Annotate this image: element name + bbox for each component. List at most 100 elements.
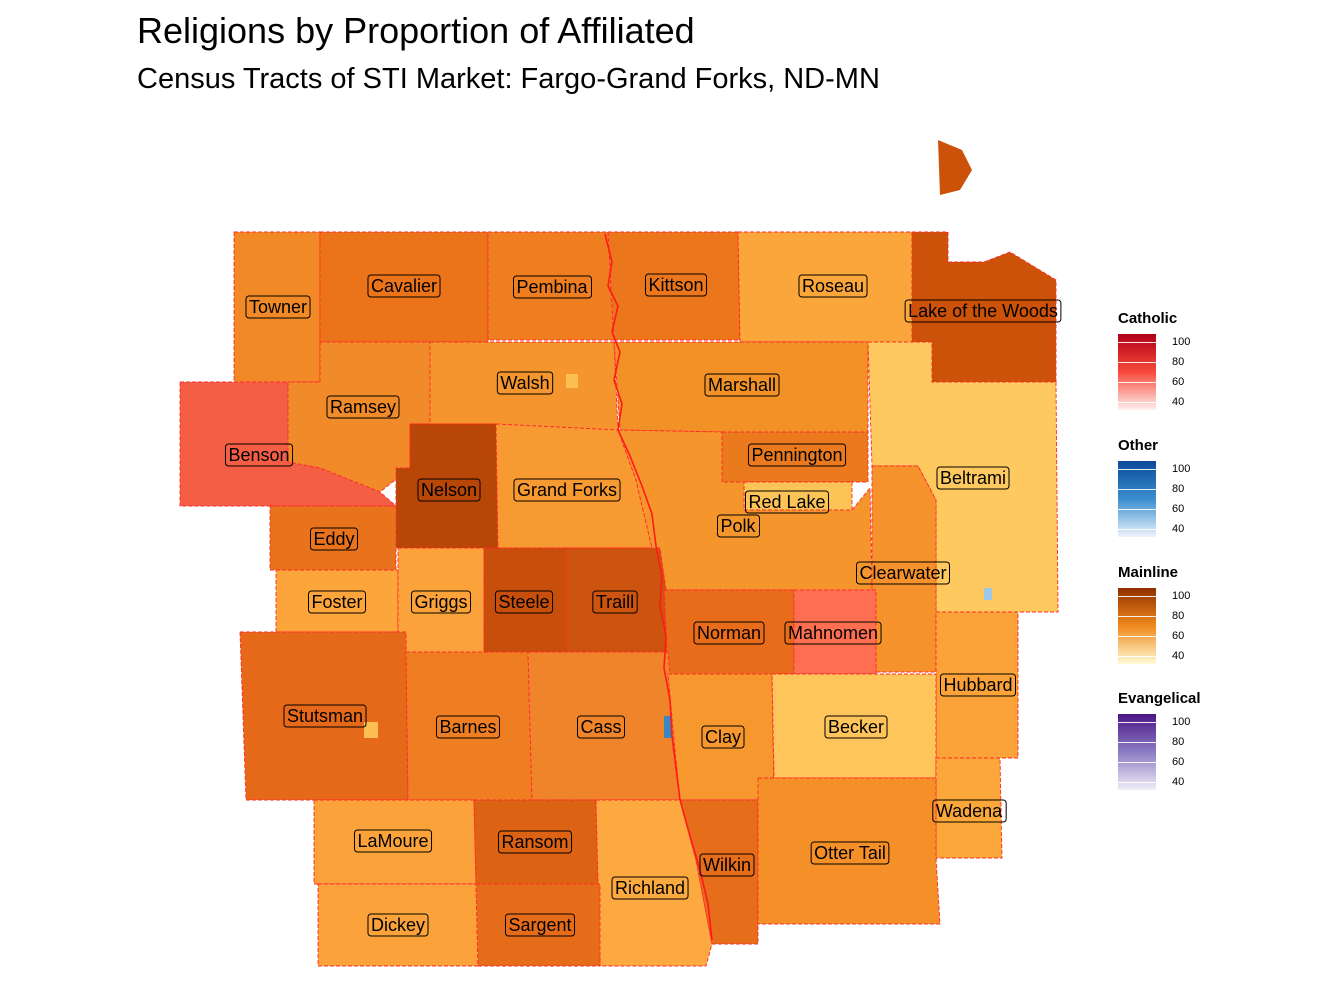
svg-text:Wadena: Wadena: [936, 801, 1003, 821]
label-towner: Towner: [245, 295, 311, 319]
legend-tick-mark: [1118, 342, 1156, 343]
legend-tick-label: 80: [1172, 736, 1185, 748]
svg-text:Steele: Steele: [498, 592, 549, 612]
label-otter-tail: Otter Tail: [810, 841, 890, 865]
label-lake-of-the-woods: Lake of the Woods: [904, 299, 1062, 323]
legend-tick-label: 40: [1172, 523, 1185, 535]
legend-tick-label: 60: [1172, 756, 1185, 768]
county-stutsman: [239, 631, 409, 801]
svg-text:Hubbard: Hubbard: [943, 675, 1012, 695]
county-clearwater: [871, 465, 937, 673]
county-lamoure: [313, 799, 477, 885]
svg-text:Traill: Traill: [596, 592, 634, 612]
legend-tick-mark: [1118, 362, 1156, 363]
svg-text:Red Lake: Red Lake: [748, 492, 825, 512]
county-kittson: [607, 231, 741, 341]
legend-tick-mark: [1118, 616, 1156, 617]
legend-tick-label: 40: [1172, 776, 1185, 788]
legend-colorbar: [1118, 334, 1156, 410]
svg-text:Polk: Polk: [720, 516, 756, 536]
svg-text:Nelson: Nelson: [421, 480, 477, 500]
svg-text:Ramsey: Ramsey: [330, 397, 396, 417]
label-richland: Richland: [611, 876, 689, 900]
label-griggs: Griggs: [410, 590, 472, 614]
svg-text:Becker: Becker: [828, 717, 884, 737]
label-eddy: Eddy: [309, 527, 359, 551]
label-ransom: Ransom: [497, 830, 573, 854]
legend-tick-label: 40: [1172, 396, 1185, 408]
legend-tick-mark: [1118, 382, 1156, 383]
svg-text:Dickey: Dickey: [371, 915, 425, 935]
legend-tick-mark: [1118, 489, 1156, 490]
label-mahnomen: Mahnomen: [784, 621, 882, 645]
label-walsh: Walsh: [496, 371, 554, 395]
label-benson: Benson: [224, 443, 294, 467]
county-sargent: [475, 883, 601, 967]
label-beltrami: Beltrami: [936, 466, 1010, 490]
legend-tick-label: 100: [1172, 336, 1191, 348]
red-river-border: [604, 233, 713, 941]
legend-mainline: Mainline 100 80 60 40: [1118, 564, 1238, 674]
svg-text:Wilkin: Wilkin: [703, 855, 751, 875]
svg-text:Griggs: Griggs: [414, 592, 467, 612]
legend-tick-mark: [1118, 762, 1156, 763]
label-ramsey: Ramsey: [326, 395, 400, 419]
county-ramsey: [287, 341, 431, 493]
legend-title: Catholic: [1118, 310, 1178, 327]
legend-title: Mainline: [1118, 564, 1179, 581]
legend-tick-label: 100: [1172, 590, 1191, 602]
label-stutsman: Stutsman: [283, 704, 367, 728]
legend-tick-label: 60: [1172, 630, 1185, 642]
svg-text:Mahnomen: Mahnomen: [788, 623, 878, 643]
county-hubbard: [935, 611, 1019, 759]
label-grand-forks: Grand Forks: [513, 478, 621, 502]
legend-tick-mark: [1118, 722, 1156, 723]
county-otter-tail: [757, 777, 941, 925]
svg-text:Beltrami: Beltrami: [940, 468, 1006, 488]
tract-jamestown: [364, 722, 378, 738]
label-cass: Cass: [576, 715, 626, 739]
svg-text:Barnes: Barnes: [439, 717, 496, 737]
legend-evangelical: Evangelical 100 80 60 40: [1118, 690, 1238, 800]
county-wadena: [935, 757, 1003, 859]
label-norman: Norman: [693, 621, 765, 645]
svg-text:Pennington: Pennington: [751, 445, 842, 465]
svg-text:Kittson: Kittson: [648, 275, 703, 295]
county-traill: [565, 547, 669, 653]
label-pennington: Pennington: [747, 443, 847, 467]
svg-text:Roseau: Roseau: [802, 276, 864, 296]
legend-colorbar: [1118, 461, 1156, 537]
svg-text:Towner: Towner: [249, 297, 307, 317]
label-foster: Foster: [307, 590, 367, 614]
svg-text:Grand Forks: Grand Forks: [517, 480, 617, 500]
label-cavalier: Cavalier: [367, 274, 441, 298]
label-steele: Steele: [494, 590, 554, 614]
svg-text:Clearwater: Clearwater: [859, 563, 946, 583]
tract-walsh: [566, 374, 578, 388]
svg-text:Walsh: Walsh: [500, 373, 549, 393]
label-wadena: Wadena: [932, 799, 1007, 823]
svg-text:Marshall: Marshall: [708, 375, 776, 395]
legend-tick-label: 80: [1172, 483, 1185, 495]
svg-text:Cass: Cass: [580, 717, 621, 737]
map-title: Religions by Proportion of Affiliated: [137, 10, 695, 51]
legend-catholic: Catholic 100 80 60 40: [1118, 310, 1238, 420]
svg-text:LaMoure: LaMoure: [357, 831, 428, 851]
svg-text:Sargent: Sargent: [508, 915, 571, 935]
svg-text:Eddy: Eddy: [313, 529, 354, 549]
svg-text:Clay: Clay: [705, 727, 741, 747]
svg-text:Stutsman: Stutsman: [287, 706, 363, 726]
legend-title: Other: [1118, 437, 1159, 454]
tract-other-fargo: [664, 716, 672, 738]
label-polk: Polk: [716, 514, 761, 538]
county-polygons: [179, 140, 1059, 967]
legend-tick-mark: [1118, 742, 1156, 743]
label-marshall: Marshall: [704, 373, 780, 397]
label-dickey: Dickey: [367, 913, 429, 937]
county-labels: Towner Cavalier Pembina Kittson Roseau Lake o…: [224, 273, 1062, 937]
svg-text:Norman: Norman: [697, 623, 761, 643]
legend-tick-label: 80: [1172, 356, 1185, 368]
svg-text:Ransom: Ransom: [501, 832, 568, 852]
legend-other: Other 100 80 60 40: [1118, 437, 1238, 547]
